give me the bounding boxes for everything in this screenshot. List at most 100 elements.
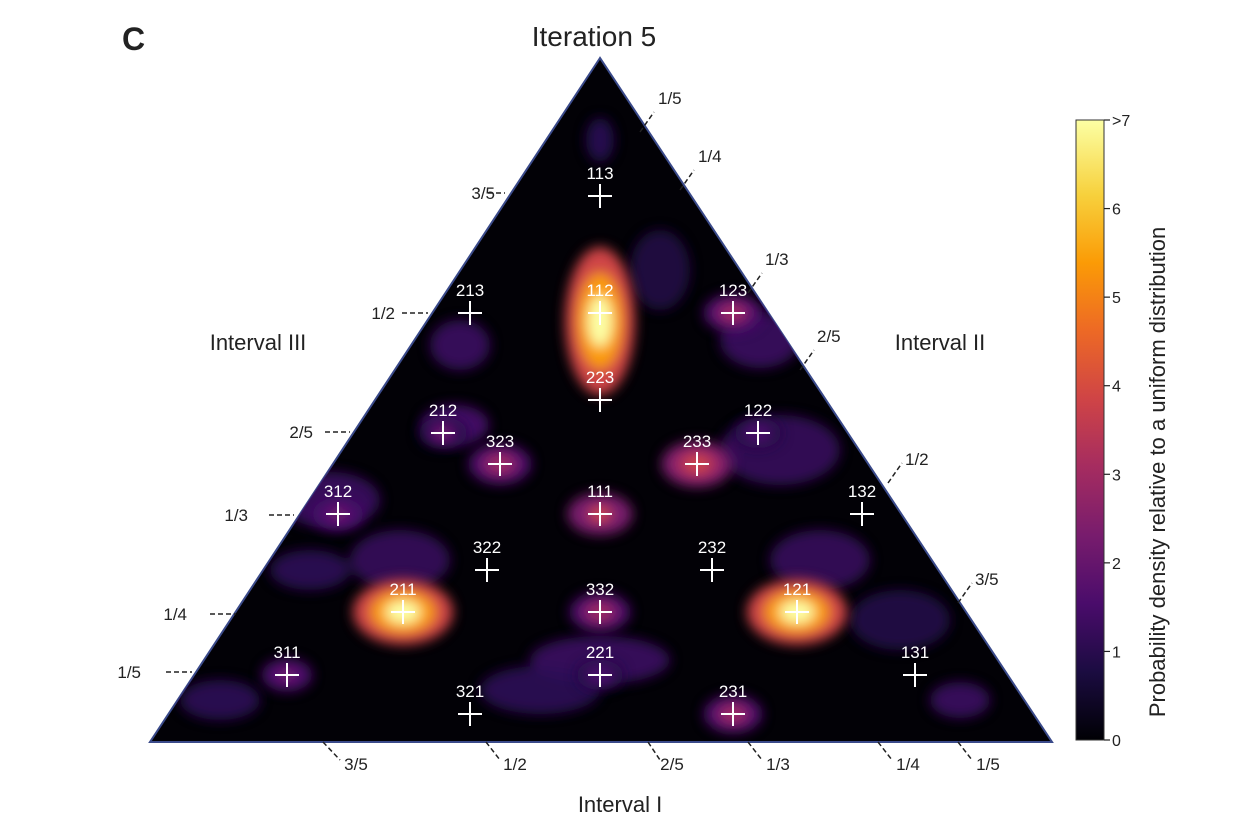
point-label: 212 <box>429 401 457 420</box>
point-label: 122 <box>744 401 772 420</box>
point-label: 121 <box>783 580 811 599</box>
point-322: 322 <box>473 538 501 582</box>
tick-bottom-line <box>747 741 763 761</box>
colorbar <box>1075 119 1105 741</box>
colorbar-tick: 5 <box>1112 290 1121 307</box>
tick-left: 1/2 <box>371 304 395 323</box>
chart-title: Iteration 5 <box>532 21 657 52</box>
tick-bottom: 1/3 <box>766 755 790 774</box>
point-122: 122 <box>744 401 772 445</box>
point-label: 323 <box>486 432 514 451</box>
density-blob <box>480 666 600 714</box>
tick-left: 3/5 <box>471 184 495 203</box>
density-blob <box>180 680 260 720</box>
density-blob <box>270 550 350 590</box>
point-211: 211 <box>389 580 417 624</box>
point-121: 121 <box>783 580 811 624</box>
tick-bottom: 1/5 <box>976 755 1000 774</box>
colorbar-tick: >7 <box>1112 113 1130 130</box>
colorbar-tick: 3 <box>1112 467 1121 484</box>
point-label: 232 <box>698 538 726 557</box>
density-field <box>180 118 990 734</box>
tick-right: 2/5 <box>817 327 841 346</box>
point-112: 112 <box>586 281 614 325</box>
point-311: 311 <box>273 643 301 687</box>
axis-label-right: Interval II <box>895 330 985 355</box>
tick-right-line <box>887 462 903 484</box>
colorbar-label: Probability density relative to a unifor… <box>1145 227 1170 717</box>
tick-right: 1/4 <box>698 147 722 166</box>
tick-bottom-line <box>485 741 501 761</box>
point-312: 312 <box>324 482 352 526</box>
point-111: 111 <box>587 482 613 526</box>
point-231: 231 <box>719 682 747 726</box>
point-123: 123 <box>719 281 747 325</box>
point-label: 311 <box>273 643 300 662</box>
colorbar-tick: 4 <box>1112 379 1121 396</box>
axis-ticks: 3/5 1/2 2/5 1/3 1/4 1/5 3/5 1/2 2/5 1/3 1/4 1/5 1/5 1… <box>117 89 999 774</box>
tick-right: 3/5 <box>975 570 999 589</box>
axis-label-bottom: Interval I <box>578 792 662 817</box>
point-113: 113 <box>586 164 614 208</box>
tick-right: 1/3 <box>765 250 789 269</box>
colorbar-tick: 6 <box>1112 202 1121 219</box>
point-label: 233 <box>683 432 711 451</box>
point-label: 123 <box>719 281 747 300</box>
tick-bottom: 1/4 <box>896 755 920 774</box>
tick-bottom-line <box>957 741 973 761</box>
density-blob <box>930 682 990 718</box>
point-label: 213 <box>456 281 484 300</box>
point-label: 321 <box>456 682 484 701</box>
tick-left: 2/5 <box>289 423 313 442</box>
colorbar-tick: 0 <box>1112 733 1121 750</box>
tick-right-line <box>679 169 695 191</box>
tick-bottom: 3/5 <box>344 755 368 774</box>
point-212: 212 <box>429 401 457 445</box>
density-blob <box>586 118 614 162</box>
density-blob <box>770 530 870 590</box>
tick-left: 1/3 <box>224 506 248 525</box>
point-213: 213 <box>456 281 484 325</box>
density-blob <box>350 530 450 590</box>
tick-bottom: 1/2 <box>503 755 527 774</box>
point-332: 332 <box>586 580 614 624</box>
tick-left: 1/5 <box>117 663 141 682</box>
point-131: 131 <box>901 643 929 687</box>
point-223: 223 <box>586 368 614 412</box>
point-221: 221 <box>586 643 614 687</box>
point-label: 221 <box>586 643 614 662</box>
point-label: 132 <box>848 482 876 501</box>
point-label: 131 <box>901 643 929 662</box>
tick-bottom-line <box>322 741 341 761</box>
colorbar-tick: 2 <box>1112 556 1121 573</box>
point-label: 223 <box>586 368 614 387</box>
tick-bottom: 2/5 <box>660 755 684 774</box>
point-label: 312 <box>324 482 352 501</box>
point-132: 132 <box>848 482 876 526</box>
point-label: 111 <box>587 482 613 501</box>
tick-right-line <box>639 111 655 133</box>
tick-right: 1/5 <box>658 89 682 108</box>
panel-label: C <box>122 21 145 57</box>
point-233: 233 <box>683 432 711 476</box>
point-label: 112 <box>586 281 613 300</box>
point-323: 323 <box>486 432 514 476</box>
density-blob <box>630 230 690 310</box>
point-232: 232 <box>698 538 726 582</box>
tick-bottom-line <box>877 741 893 761</box>
point-label: 113 <box>586 164 613 183</box>
point-label: 322 <box>473 538 501 557</box>
point-321: 321 <box>456 682 484 726</box>
colorbar-tick: 1 <box>1112 644 1121 661</box>
point-label: 332 <box>586 580 614 599</box>
axis-label-left: Interval III <box>210 330 307 355</box>
tick-right: 1/2 <box>905 450 929 469</box>
tick-right-line <box>957 582 973 604</box>
point-label: 231 <box>719 682 747 701</box>
tick-left: 1/4 <box>163 605 187 624</box>
tick-right-line <box>747 272 763 294</box>
tick-bottom-line <box>647 741 661 761</box>
density-blob <box>430 320 490 370</box>
point-label: 211 <box>389 580 416 599</box>
